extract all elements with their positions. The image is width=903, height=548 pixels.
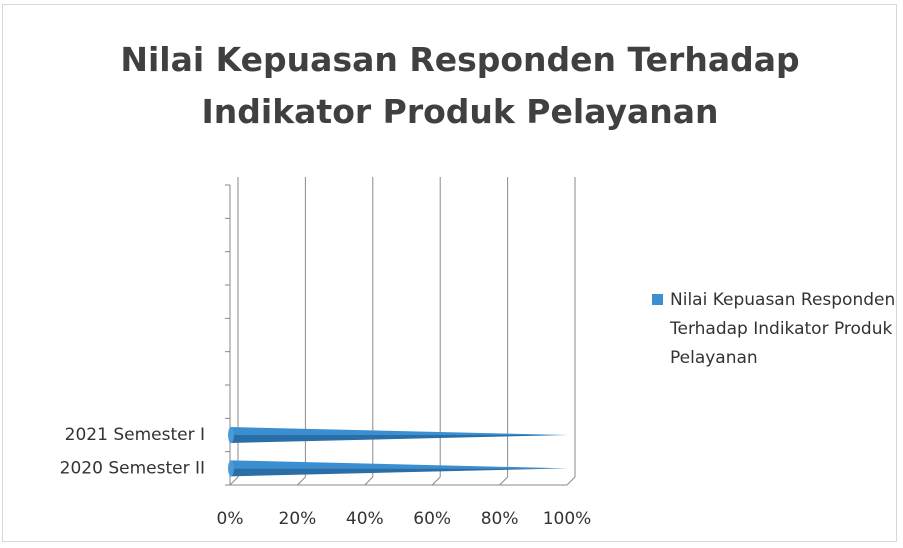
bar-face — [230, 460, 568, 469]
x-tick-label: 40% — [346, 509, 384, 529]
grid-floor — [229, 476, 239, 486]
bar-face — [230, 435, 568, 443]
x-tick-label: 100% — [543, 509, 592, 529]
grid-floor — [566, 476, 576, 486]
legend-swatch — [652, 294, 663, 305]
x-tick-label: 20% — [279, 509, 317, 529]
chart-frame — [2, 4, 897, 542]
bar — [228, 460, 568, 477]
x-tick-label: 80% — [481, 509, 519, 529]
bar-face — [230, 468, 568, 477]
x-tick-label: 0% — [217, 509, 244, 529]
grid-floor — [431, 476, 441, 486]
chart-title: Nilai Kepuasan Responden Terhadap Indika… — [120, 40, 800, 131]
bar — [228, 427, 568, 443]
bar-base — [228, 427, 234, 443]
y-tick-label: 2020 Semester II — [60, 458, 205, 478]
x-tick-label: 60% — [413, 509, 451, 529]
grid-floor — [499, 476, 508, 486]
y-tick-label: 2021 Semester I — [65, 425, 205, 445]
legend-label: Nilai Kepuasan Responden Terhadap Indika… — [670, 290, 896, 368]
bar-face — [230, 427, 568, 435]
grid-floor — [364, 476, 374, 486]
bar-base — [228, 460, 234, 477]
grid-floor — [297, 476, 306, 486]
